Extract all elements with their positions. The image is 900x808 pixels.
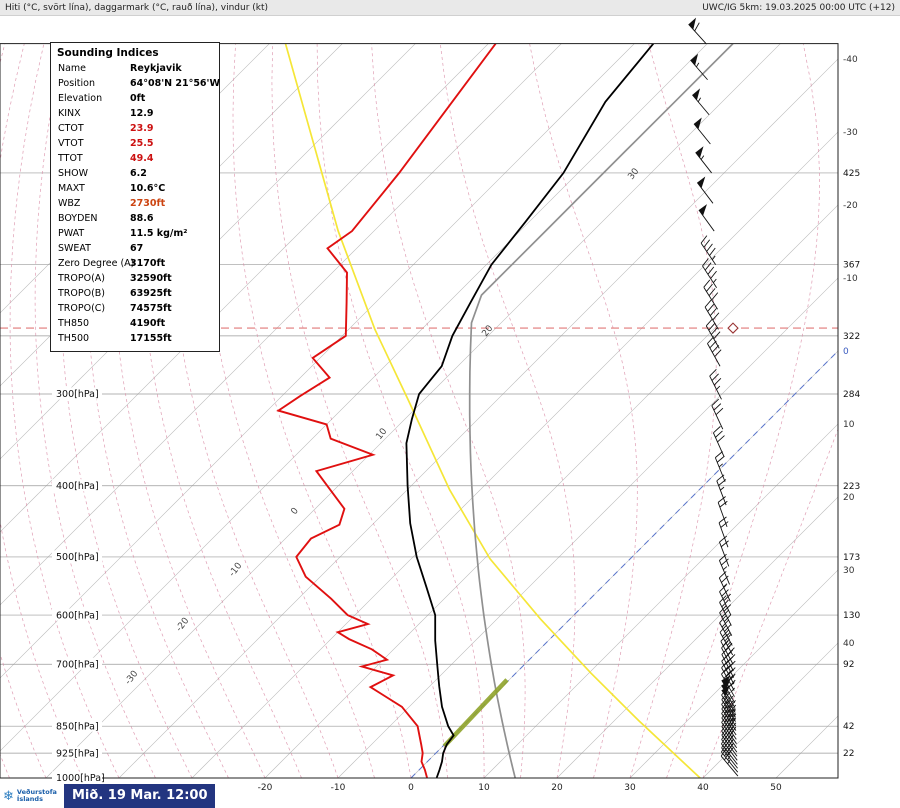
sounding-indices-box: Sounding Indices Name Reykjavik Position 64… bbox=[50, 42, 220, 352]
svg-text:20: 20 bbox=[843, 493, 855, 503]
svg-text:223: 223 bbox=[843, 482, 860, 492]
sounding-index-row: KINX 12.9 bbox=[58, 108, 154, 119]
sounding-index-row: VTOT 25.5 bbox=[58, 138, 154, 149]
sounding-index-row: TTOT 49.4 bbox=[58, 153, 154, 164]
svg-text:700[hPa]: 700[hPa] bbox=[56, 659, 99, 670]
sounding-index-row: SWEAT 67 bbox=[58, 243, 144, 254]
sounding-index-row: TH500 17155ft bbox=[58, 333, 172, 344]
valid-time-bar: Mið. 19 Mar. 12:00 bbox=[64, 784, 215, 808]
valid-time-text: Mið. 19 Mar. 12:00 bbox=[72, 788, 208, 803]
met-office-logo: ❄ Veðurstofa Íslands bbox=[0, 784, 64, 808]
legend-text: Hiti (°C, svört lína), daggarmark (°C, r… bbox=[5, 3, 269, 13]
svg-text:42: 42 bbox=[843, 722, 854, 732]
logo-text-line1: Veðurstofa bbox=[16, 788, 57, 796]
svg-text:50: 50 bbox=[770, 783, 782, 793]
svg-text:367: 367 bbox=[843, 261, 860, 271]
logo-text-line2: Íslands bbox=[16, 795, 43, 803]
logo-text: Veðurstofa Íslands bbox=[17, 789, 57, 803]
sounding-index-row: Zero Degree (A) 3170ft bbox=[58, 258, 166, 269]
indices-title: Sounding Indices bbox=[57, 47, 159, 59]
svg-text:425: 425 bbox=[843, 169, 860, 179]
svg-text:-20: -20 bbox=[843, 201, 858, 211]
svg-text:-20: -20 bbox=[258, 783, 273, 793]
svg-text:0: 0 bbox=[843, 347, 849, 357]
snowflake-icon: ❄ bbox=[3, 788, 14, 804]
top-bar: Hiti (°C, svört lína), daggarmark (°C, r… bbox=[0, 0, 900, 16]
svg-text:10: 10 bbox=[374, 426, 389, 441]
sounding-index-row: TROPO(C) 74575ft bbox=[58, 303, 172, 314]
svg-text:300[hPa]: 300[hPa] bbox=[56, 389, 99, 400]
svg-text:1000[hPa]: 1000[hPa] bbox=[56, 773, 105, 784]
sounding-index-row: CTOT 23.9 bbox=[58, 123, 154, 134]
svg-text:40: 40 bbox=[697, 783, 709, 793]
sounding-index-row: Name Reykjavik bbox=[58, 63, 182, 74]
svg-text:130: 130 bbox=[843, 611, 860, 621]
svg-text:-10: -10 bbox=[843, 274, 858, 284]
svg-text:-40: -40 bbox=[843, 55, 858, 65]
svg-text:600[hPa]: 600[hPa] bbox=[56, 610, 99, 621]
sounding-index-row: TROPO(A) 32590ft bbox=[58, 273, 172, 284]
sounding-index-row: WBZ 2730ft bbox=[58, 198, 166, 209]
svg-text:20: 20 bbox=[551, 783, 563, 793]
sounding-index-row: Elevation 0ft bbox=[58, 93, 146, 104]
svg-text:30: 30 bbox=[843, 566, 855, 576]
svg-text:0: 0 bbox=[408, 783, 414, 793]
sounding-index-row: BOYDEN 88.6 bbox=[58, 213, 154, 224]
svg-text:500[hPa]: 500[hPa] bbox=[56, 552, 99, 563]
sounding-index-row: Position 64°08'N 21°56'W bbox=[58, 78, 220, 89]
sounding-index-row: MAXT 10.6°C bbox=[58, 183, 166, 194]
svg-text:-20: -20 bbox=[174, 616, 191, 634]
svg-text:400[hPa]: 400[hPa] bbox=[56, 481, 99, 492]
svg-text:30: 30 bbox=[624, 783, 636, 793]
svg-text:10: 10 bbox=[843, 420, 855, 430]
svg-text:322: 322 bbox=[843, 332, 860, 342]
svg-text:-30: -30 bbox=[843, 128, 858, 138]
svg-text:40: 40 bbox=[843, 639, 855, 649]
svg-text:-30: -30 bbox=[123, 669, 140, 687]
svg-text:92: 92 bbox=[843, 660, 854, 670]
svg-text:0: 0 bbox=[289, 506, 301, 517]
svg-text:-10: -10 bbox=[331, 783, 346, 793]
indices-rows: Name Reykjavik Position 64°08'N 21°56'W Elev… bbox=[51, 62, 220, 347]
sounding-index-row: SHOW 6.2 bbox=[58, 168, 147, 179]
svg-text:-10: -10 bbox=[227, 561, 244, 579]
sounding-index-row: TROPO(B) 63925ft bbox=[58, 288, 172, 299]
sounding-index-row: TH850 4190ft bbox=[58, 318, 166, 329]
svg-text:30: 30 bbox=[626, 166, 641, 181]
svg-text:22: 22 bbox=[843, 749, 854, 759]
model-run-text: UWC/IG 5km: 19.03.2025 00:00 UTC (+12) bbox=[702, 3, 895, 13]
svg-text:925[hPa]: 925[hPa] bbox=[56, 748, 99, 759]
svg-text:10: 10 bbox=[478, 783, 490, 793]
svg-text:20: 20 bbox=[480, 323, 495, 338]
svg-text:850[hPa]: 850[hPa] bbox=[56, 721, 99, 732]
svg-text:173: 173 bbox=[843, 553, 860, 563]
sounding-index-row: PWAT 11.5 kg/m² bbox=[58, 228, 188, 239]
svg-text:284: 284 bbox=[843, 390, 860, 400]
